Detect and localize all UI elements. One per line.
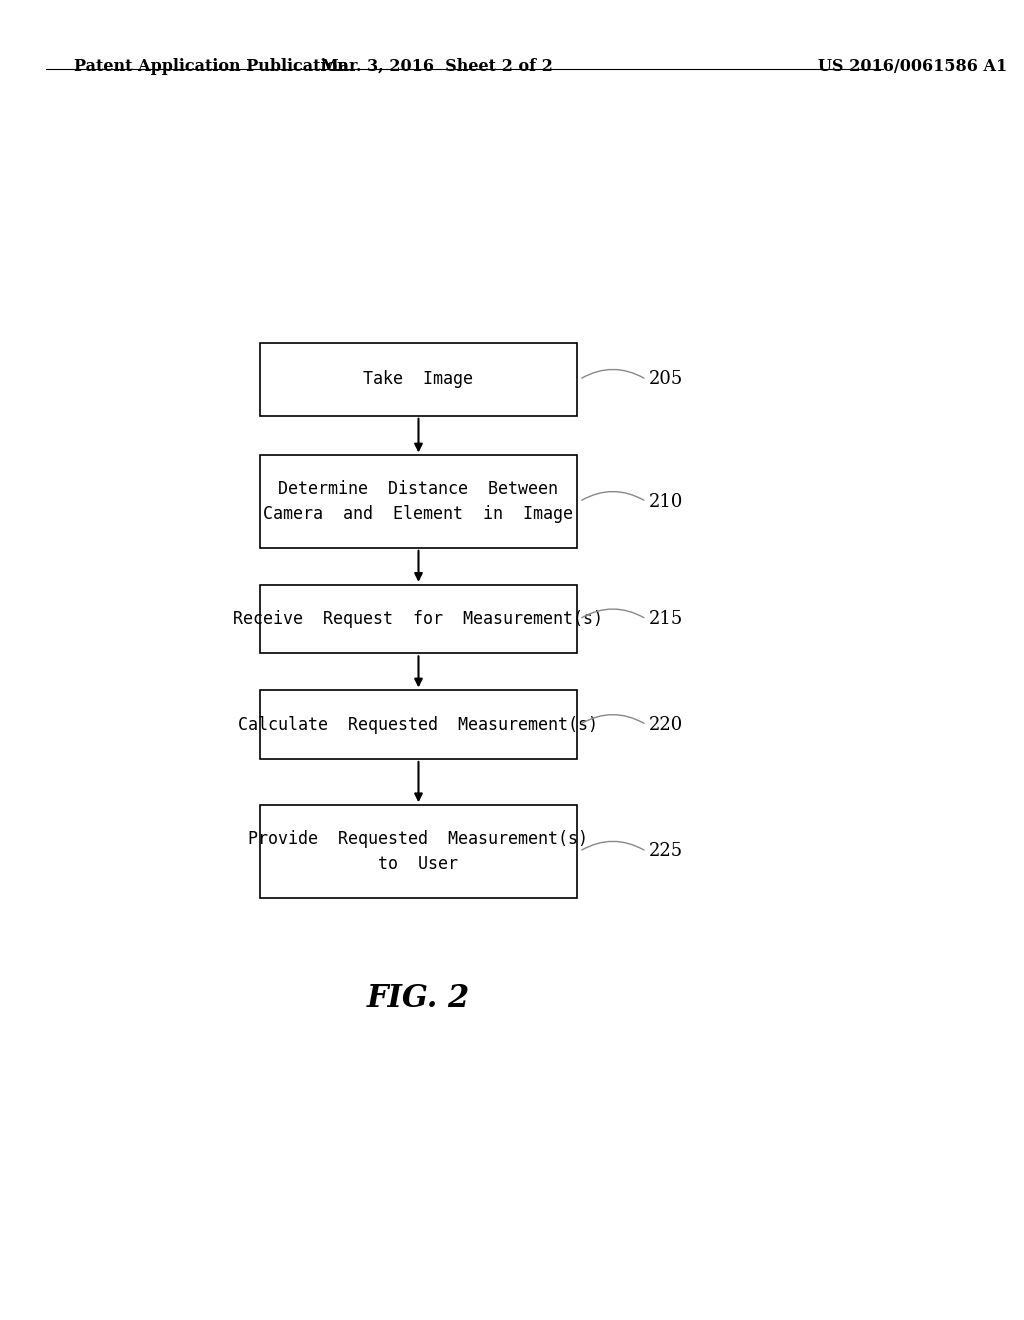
Text: 225: 225 [649, 842, 683, 861]
Text: 205: 205 [649, 371, 683, 388]
Text: Mar. 3, 2016  Sheet 2 of 2: Mar. 3, 2016 Sheet 2 of 2 [322, 58, 553, 75]
FancyBboxPatch shape [260, 690, 577, 759]
Text: Determine  Distance  Between
Camera  and  Element  in  Image: Determine Distance Between Camera and El… [263, 480, 573, 523]
Text: 215: 215 [649, 610, 683, 628]
Text: Receive  Request  for  Measurement(s): Receive Request for Measurement(s) [233, 610, 603, 628]
FancyBboxPatch shape [260, 805, 577, 898]
Text: Take  Image: Take Image [364, 371, 473, 388]
Text: Provide  Requested  Measurement(s)
to  User: Provide Requested Measurement(s) to User [249, 830, 589, 873]
Text: Calculate  Requested  Measurement(s): Calculate Requested Measurement(s) [239, 715, 598, 734]
Text: 220: 220 [649, 715, 683, 734]
Text: 210: 210 [649, 492, 683, 511]
Text: FIG. 2: FIG. 2 [367, 983, 470, 1014]
FancyBboxPatch shape [260, 455, 577, 548]
FancyBboxPatch shape [260, 585, 577, 653]
Text: Patent Application Publication: Patent Application Publication [75, 58, 349, 75]
FancyBboxPatch shape [260, 343, 577, 416]
Text: US 2016/0061586 A1: US 2016/0061586 A1 [818, 58, 1008, 75]
